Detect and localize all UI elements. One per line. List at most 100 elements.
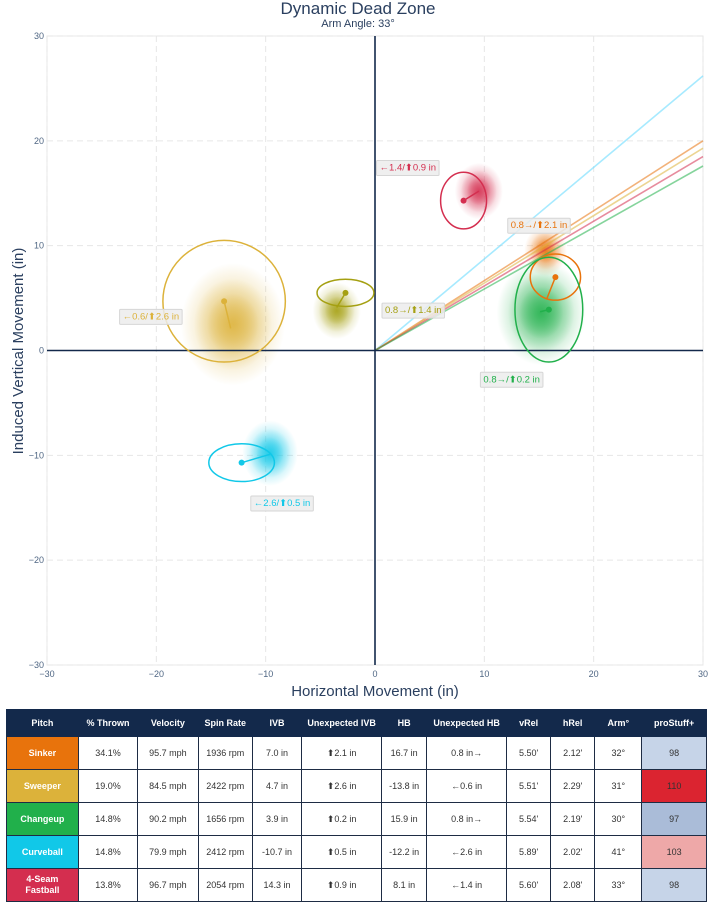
- density-cloud: [324, 296, 349, 325]
- pitch-name-cell: Sinker: [6, 736, 79, 770]
- annotation: ←0.6/⬆2.6 in: [119, 308, 183, 325]
- movement-chart: Dynamic Dead Zone Arm Angle: 33° 0.8→/⬆2…: [10, 0, 708, 700]
- column-header: vRel: [506, 709, 552, 737]
- table-cell: 5.89': [506, 835, 552, 869]
- table-row: Changeup 14.8% 90.2 mph 1656 rpm 3.9 in ⬆0.2 …: [6, 802, 707, 836]
- annotation-box: [119, 308, 183, 325]
- annotation-box: [376, 160, 440, 177]
- x-tick-label: 10: [479, 669, 489, 679]
- annotation-label: ←1.4/⬆0.9 in: [380, 163, 437, 174]
- table-cell: 31°: [594, 769, 643, 803]
- table-cell: 14.8%: [77, 802, 139, 836]
- y-axis-title: Induced Vertical Movement (in): [10, 248, 27, 455]
- table-cell: -10.7 in: [251, 835, 303, 869]
- expected-point: [545, 306, 552, 313]
- annotation: 0.8→/⬆2.1 in: [507, 217, 571, 234]
- column-header: Pitch: [6, 709, 79, 737]
- y-tick-label: −10: [29, 450, 44, 460]
- table-cell: ←0.6 in: [426, 769, 508, 803]
- table-cell: -13.8 in: [381, 769, 428, 803]
- y-tick-label: 0: [39, 346, 44, 356]
- x-tick-label: −10: [258, 669, 273, 679]
- table-cell: 16.7 in: [381, 736, 428, 770]
- annotation-label: 0.8→/⬆2.1 in: [511, 220, 568, 231]
- table-cell: 15.9 in: [381, 802, 428, 836]
- table-cell: 14.3 in: [251, 868, 303, 902]
- column-header: Spin Rate: [197, 709, 253, 737]
- y-tick-label: 30: [34, 31, 44, 41]
- table-cell: 4.7 in: [251, 769, 303, 803]
- expected-point: [552, 274, 559, 281]
- annotation: 0.8→/⬆0.2 in: [479, 371, 544, 388]
- table-cell: 5.51': [506, 769, 552, 803]
- table-cell: 2422 rpm: [197, 769, 253, 803]
- prostuff-cell: 103: [641, 835, 707, 869]
- annotation-box: [479, 371, 544, 388]
- movement-vector: [223, 301, 232, 329]
- density-cloud: [206, 293, 259, 355]
- x-tick-label: −20: [149, 669, 164, 679]
- expected-point: [342, 289, 349, 296]
- table-row: 4-Seam Fastball 13.8% 96.7 mph 2054 rpm 14.3…: [6, 868, 707, 902]
- expected-ellipse: [162, 239, 287, 363]
- annotation-box: [507, 217, 571, 234]
- annotation-label: 0.8→/⬆0.2 in: [483, 374, 540, 385]
- prostuff-cell: 98: [641, 868, 707, 902]
- table-cell: ⬆2.1 in: [301, 736, 383, 770]
- annotation-label: ←2.6/⬆0.5 in: [254, 498, 311, 509]
- expected-point: [221, 298, 228, 305]
- table-cell: 8.1 in: [381, 868, 428, 902]
- annotations: 0.8→/⬆2.1 in ←0.6/⬆2.6 in 0.8→/⬆0.2 in ←2.6…: [119, 160, 571, 512]
- table-cell: 30°: [594, 802, 643, 836]
- table-cell: ⬆2.6 in: [301, 769, 383, 803]
- table-body: Sinker 34.1% 95.7 mph 1936 rpm 7.0 in ⬆2.1 in…: [6, 736, 707, 902]
- table-cell: 79.9 mph: [137, 835, 199, 869]
- table-cell: 5.60': [506, 868, 552, 902]
- table-cell: 90.2 mph: [137, 802, 199, 836]
- table-cell: ⬆0.5 in: [301, 835, 383, 869]
- arsenal-table: Pitch% Thrown Velocity Spin Rate IVB Unexpec…: [6, 709, 707, 902]
- table-cell: 2.19': [550, 802, 596, 836]
- x-tick-label: 0: [372, 669, 377, 679]
- table-cell: 2.02': [550, 835, 596, 869]
- annotation-box: [250, 495, 314, 512]
- annotation-box: [381, 302, 446, 319]
- annotation: ←2.6/⬆0.5 in: [250, 495, 314, 512]
- annotation: 0.8→/⬆1.4 in: [381, 302, 446, 319]
- expected-point: [238, 459, 245, 466]
- movement-vector: [241, 453, 271, 464]
- table-cell: 2.08': [550, 868, 596, 902]
- column-header: IVB: [251, 709, 303, 737]
- table-cell: 2412 rpm: [197, 835, 253, 869]
- table-cell: 95.7 mph: [137, 736, 199, 770]
- x-tick-label: 20: [589, 669, 599, 679]
- table-cell: 5.54': [506, 802, 552, 836]
- table-cell: 19.0%: [77, 769, 139, 803]
- expected-ellipse: [439, 171, 488, 230]
- column-header: Velocity: [137, 709, 199, 737]
- table-cell: 32°: [594, 736, 643, 770]
- table-cell: 0.8 in→: [426, 802, 508, 836]
- expected-point: [460, 197, 467, 204]
- table-cell: 3.9 in: [251, 802, 303, 836]
- table-cell: 84.5 mph: [137, 769, 199, 803]
- column-header: proStuff+: [641, 709, 707, 737]
- table-cell: 5.50': [506, 736, 552, 770]
- chart-subtitle: Arm Angle: 33°: [321, 18, 395, 30]
- table-cell: 2.12': [550, 736, 596, 770]
- annotation-label: 0.8→/⬆1.4 in: [385, 305, 442, 316]
- table-cell: 1936 rpm: [197, 736, 253, 770]
- y-tick-label: 10: [34, 241, 44, 251]
- tick-labels: −30 −20 −10 0 10 20 30 −30 −20 −10 0 10 20 30: [29, 31, 708, 679]
- chart-title: Dynamic Dead Zone: [281, 0, 436, 18]
- annotation: ←1.4/⬆0.9 in: [376, 160, 440, 177]
- column-header: HB: [381, 709, 428, 737]
- pitch-name-cell: Changeup: [6, 802, 79, 836]
- prostuff-cell: 98: [641, 736, 707, 770]
- pitch-marks: [162, 171, 584, 483]
- column-header: hRel: [550, 709, 596, 737]
- x-axis-title: Horizontal Movement (in): [291, 683, 459, 700]
- table-cell: 0.8 in→: [426, 736, 508, 770]
- column-header: Arm°: [594, 709, 643, 737]
- expected-ellipse: [529, 253, 582, 301]
